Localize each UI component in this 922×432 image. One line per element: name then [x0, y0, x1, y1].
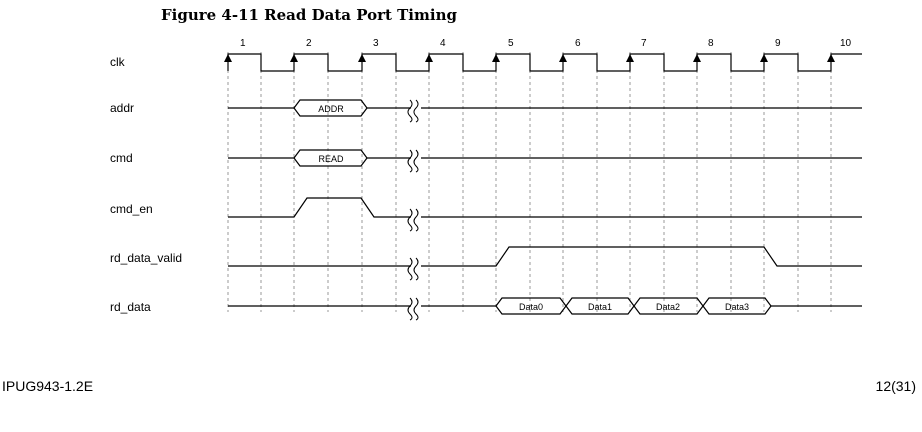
footer-doc-id: IPUG943-1.2E	[2, 378, 94, 394]
time-break-mark	[413, 208, 419, 232]
time-break-mark	[413, 297, 419, 321]
time-break-mark	[407, 257, 413, 281]
cycle-number: 1	[240, 38, 246, 49]
time-break-mark	[407, 99, 413, 123]
cycle-number: 6	[575, 38, 581, 49]
bus-label-data1: Data1	[588, 302, 612, 312]
clk-edge-arrow	[290, 54, 298, 62]
bus-label-data3: Data3	[725, 302, 749, 312]
time-break-marks	[407, 99, 419, 321]
rd-data-valid-waveform	[421, 246, 862, 267]
bus-label-addr: ADDR	[318, 104, 344, 114]
time-break-mark	[413, 257, 419, 281]
signal-label-clk: clk	[110, 55, 126, 69]
time-break-mark	[413, 99, 419, 123]
bus-label-cmd: READ	[318, 154, 344, 164]
cmd-en-waveform	[228, 197, 411, 218]
cycle-number: 3	[373, 38, 379, 49]
signal-label-cmd: cmd	[110, 151, 133, 165]
cycle-number: 7	[641, 38, 647, 49]
signal-label-cmd-en: cmd_en	[110, 202, 153, 216]
time-break-mark	[413, 149, 419, 173]
clk-edge-arrow	[693, 54, 701, 62]
clk-waveform	[227, 53, 862, 72]
cycle-number: 10	[840, 38, 852, 49]
cycle-number: 2	[306, 38, 312, 49]
bus-label-data2: Data2	[656, 302, 680, 312]
clk-edge-arrow	[224, 54, 232, 62]
bus-label-data0: Data0	[519, 302, 543, 312]
clk-edge-arrow	[626, 54, 634, 62]
clk-edge-arrows	[224, 54, 835, 62]
cycle-number: 5	[508, 38, 514, 49]
clk-edge-arrow	[492, 54, 500, 62]
cycle-gridlines	[227, 52, 832, 312]
clk-edge-arrow	[559, 54, 567, 62]
cycle-number: 9	[775, 38, 781, 49]
signal-label-rd-data: rd_data	[110, 300, 151, 314]
signal-labels: clk addr cmd cmd_en rd_data_valid rd_dat…	[110, 55, 182, 314]
clk-edge-arrow	[425, 54, 433, 62]
clk-edge-arrow	[827, 54, 835, 62]
clk-edge-arrow	[358, 54, 366, 62]
clk-edge-arrow	[760, 54, 768, 62]
rd-data-bus-data3	[702, 297, 772, 315]
signal-label-addr: addr	[110, 101, 134, 115]
figure-title: Figure 4-11 Read Data Port Timing	[161, 6, 457, 24]
cycle-number: 8	[708, 38, 714, 49]
time-break-mark	[407, 208, 413, 232]
cycle-numbers: 1 2 3 4 5 6 7 8 9 10	[240, 38, 852, 49]
cycle-number: 4	[440, 38, 446, 49]
footer-page-number: 12(31)	[875, 378, 916, 394]
signal-label-rd-data-valid: rd_data_valid	[110, 251, 182, 265]
time-break-mark	[407, 149, 413, 173]
time-break-mark	[407, 297, 413, 321]
